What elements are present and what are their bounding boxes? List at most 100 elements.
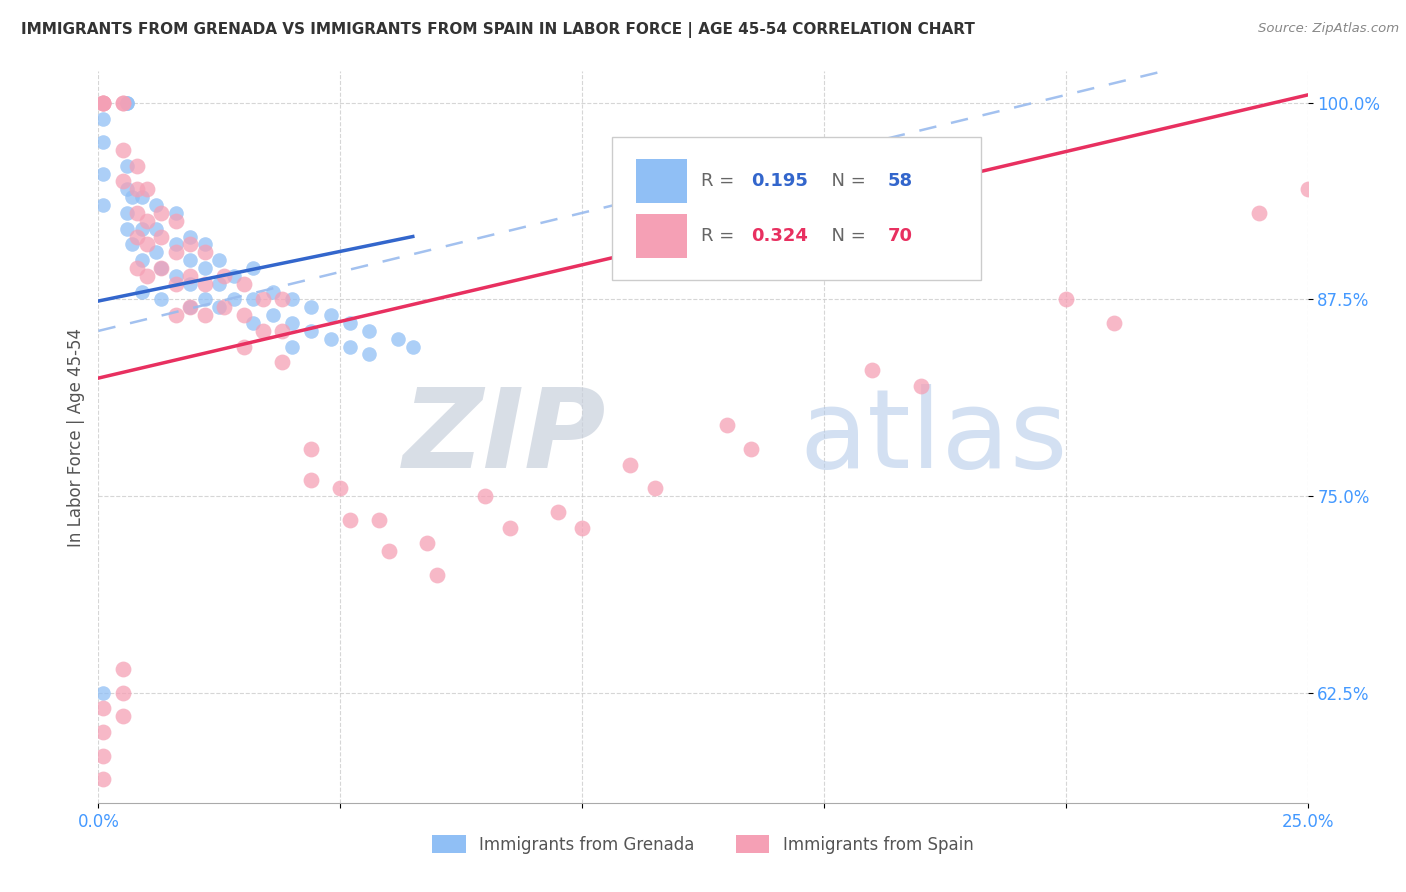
Point <box>91 95 114 110</box>
Point <box>117 95 139 110</box>
Point <box>194 293 217 307</box>
Point <box>368 513 391 527</box>
Point <box>377 544 399 558</box>
Point <box>179 277 201 291</box>
Point <box>91 112 114 126</box>
Point <box>1054 293 1077 307</box>
Point <box>111 95 134 110</box>
Text: IMMIGRANTS FROM GRENADA VS IMMIGRANTS FROM SPAIN IN LABOR FORCE | AGE 45-54 CORR: IMMIGRANTS FROM GRENADA VS IMMIGRANTS FR… <box>21 22 974 38</box>
FancyBboxPatch shape <box>613 137 981 280</box>
Point <box>165 245 187 260</box>
Point <box>165 237 187 252</box>
Point <box>127 260 149 275</box>
Point <box>150 293 173 307</box>
Point <box>135 214 157 228</box>
Point <box>716 418 738 433</box>
Point <box>252 293 274 307</box>
Point <box>299 301 322 315</box>
Text: 0.324: 0.324 <box>751 227 808 245</box>
Point <box>319 308 342 322</box>
Point <box>117 182 139 196</box>
Point <box>179 237 201 252</box>
Text: Source: ZipAtlas.com: Source: ZipAtlas.com <box>1258 22 1399 36</box>
Point <box>740 442 762 456</box>
Point <box>644 481 666 495</box>
Point <box>194 260 217 275</box>
Point <box>262 285 284 299</box>
Point <box>281 340 304 354</box>
Point <box>339 513 361 527</box>
Point <box>319 332 342 346</box>
Point <box>179 301 201 315</box>
Point <box>212 268 235 283</box>
Point <box>271 324 294 338</box>
Point <box>127 206 149 220</box>
Text: 58: 58 <box>889 172 912 190</box>
Point <box>135 182 157 196</box>
Point <box>232 340 254 354</box>
Point <box>474 489 496 503</box>
Point <box>91 95 114 110</box>
Point <box>111 662 134 676</box>
Point <box>416 536 439 550</box>
Point <box>131 285 153 299</box>
Point <box>91 95 114 110</box>
FancyBboxPatch shape <box>637 214 688 258</box>
Point <box>339 316 361 330</box>
Point <box>145 198 167 212</box>
Point <box>127 159 149 173</box>
Point <box>91 198 114 212</box>
Point <box>165 308 187 322</box>
Point <box>117 206 139 220</box>
Point <box>232 277 254 291</box>
Point <box>117 159 139 173</box>
Point <box>135 237 157 252</box>
FancyBboxPatch shape <box>637 160 688 202</box>
Point <box>121 237 143 252</box>
Point <box>426 567 449 582</box>
Point <box>117 221 139 235</box>
Point <box>131 221 153 235</box>
Point <box>131 253 153 268</box>
Point <box>1102 316 1125 330</box>
Y-axis label: In Labor Force | Age 45-54: In Labor Force | Age 45-54 <box>66 327 84 547</box>
Point <box>208 253 231 268</box>
Point <box>281 293 304 307</box>
Point <box>91 95 114 110</box>
Point <box>91 95 114 110</box>
Text: ZIP: ZIP <box>402 384 606 491</box>
Point <box>359 347 381 361</box>
Point <box>299 324 322 338</box>
Point <box>222 293 245 307</box>
Text: atlas: atlas <box>800 384 1069 491</box>
Point <box>117 95 139 110</box>
Point <box>127 182 149 196</box>
Point <box>339 340 361 354</box>
Point <box>165 206 187 220</box>
Point <box>299 442 322 456</box>
Point <box>91 167 114 181</box>
Point <box>111 174 134 188</box>
Point <box>121 190 143 204</box>
Point <box>271 293 294 307</box>
Point <box>271 355 294 369</box>
Point <box>232 308 254 322</box>
Point <box>194 277 217 291</box>
Point <box>91 135 114 149</box>
Point <box>111 709 134 723</box>
Point <box>860 363 883 377</box>
Point <box>150 260 173 275</box>
Point <box>150 206 173 220</box>
Point <box>498 520 520 534</box>
Point <box>208 277 231 291</box>
Point <box>194 237 217 252</box>
Point <box>212 301 235 315</box>
Text: 0.195: 0.195 <box>751 172 808 190</box>
Point <box>127 229 149 244</box>
Point <box>91 748 114 763</box>
Point <box>111 143 134 157</box>
Point <box>179 301 201 315</box>
Point <box>91 772 114 787</box>
Point <box>208 301 231 315</box>
Point <box>222 268 245 283</box>
